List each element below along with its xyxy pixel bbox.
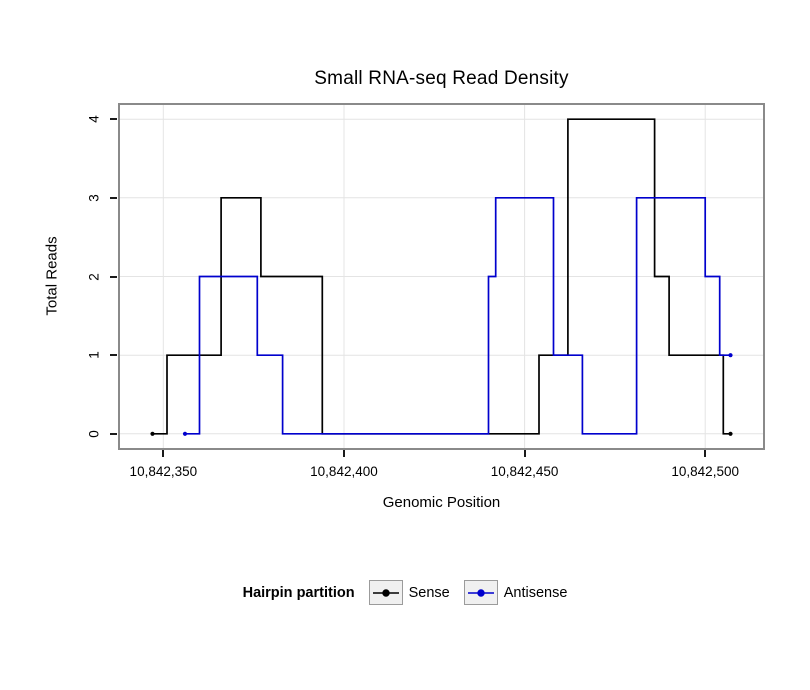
x-tick-mark: [704, 450, 707, 457]
y-tick-label: 4: [86, 115, 102, 123]
y-axis-title: Total Reads: [43, 236, 61, 316]
x-tick-mark: [523, 450, 526, 457]
series-endpoint-sense: [728, 431, 733, 436]
x-tick-mark: [342, 450, 345, 457]
x-tick-mark: [162, 450, 165, 457]
y-tick-label: 1: [86, 351, 102, 359]
series-line-sense: [152, 118, 731, 435]
x-tick-label: 10,842,400: [310, 464, 378, 479]
plot-panel: [118, 103, 765, 450]
y-tick-mark: [110, 275, 117, 278]
legend-label-sense: Sense: [408, 584, 450, 601]
y-tick-label: 3: [86, 194, 102, 202]
y-tick-mark: [110, 354, 117, 357]
x-tick-label: 10,842,450: [490, 464, 559, 479]
y-tick-mark: [110, 118, 117, 121]
legend-item-antisense: Antisense: [463, 580, 568, 605]
y-tick-label: 2: [86, 272, 102, 281]
plot-area: [120, 105, 763, 448]
legend-label-antisense: Antisense: [503, 584, 568, 601]
series-endpoint-antisense: [182, 431, 188, 436]
series-endpoint-antisense: [728, 353, 733, 358]
legend-key-antisense-pointrange-icon: [463, 580, 498, 605]
x-tick-label: 10,842,350: [129, 464, 198, 479]
legend-title: Hairpin partition: [242, 584, 355, 601]
chart-title: Small RNA-seq Read Density: [314, 68, 569, 89]
y-tick-label: 0: [86, 430, 102, 438]
y-tick-mark: [110, 196, 117, 199]
series-endpoint-sense: [150, 431, 155, 436]
legend-item-sense: Sense: [368, 580, 450, 605]
y-tick-mark: [110, 432, 117, 435]
legend: Hairpin partition Sense Antisense: [0, 580, 810, 605]
x-tick-label: 10,842,500: [671, 464, 739, 479]
legend-key-sense-pointrange-icon: [368, 580, 403, 605]
series-line-antisense: [185, 196, 731, 435]
x-axis-title: Genomic Position: [382, 494, 501, 511]
